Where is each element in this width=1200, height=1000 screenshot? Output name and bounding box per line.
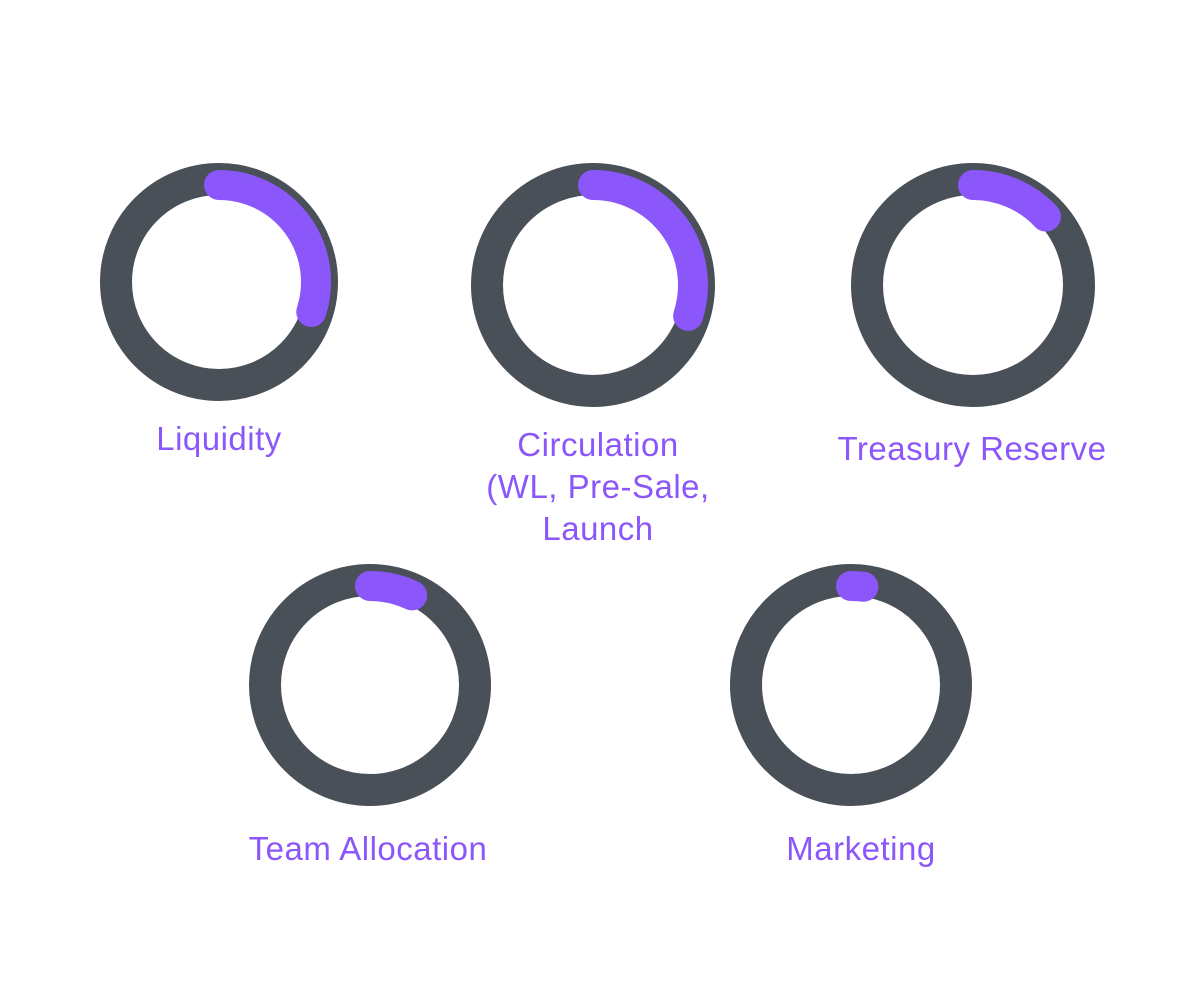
label-line: Launch (542, 510, 654, 547)
label-liquidity: Liquidity (156, 418, 282, 460)
ring-progress (578, 170, 708, 331)
ring-progress (204, 170, 331, 327)
label-line: Marketing (786, 830, 936, 867)
ring-progress (836, 571, 879, 602)
label-line: Circulation (517, 426, 679, 463)
ring-circulation (471, 163, 715, 407)
label-marketing: Marketing (786, 828, 935, 870)
ring-marketing (730, 564, 972, 806)
label-line: Liquidity (156, 420, 282, 457)
label-line: (WL, Pre-Sale, (486, 468, 710, 505)
label-circulation: Circulation (WL, Pre-Sale, Launch (486, 424, 709, 550)
ring-team-allocation (249, 564, 491, 806)
label-treasury-reserve: Treasury Reserve (837, 428, 1106, 470)
label-line: Team Allocation (248, 830, 488, 867)
ring-liquidity (100, 163, 338, 401)
ring-progress (355, 571, 428, 611)
ring-track (249, 564, 491, 806)
label-team-allocation: Team Allocation (249, 828, 488, 870)
ring-track (730, 564, 972, 806)
ring-treasury-reserve (851, 163, 1095, 407)
label-line: Treasury Reserve (837, 430, 1107, 467)
ring-progress (958, 170, 1061, 232)
